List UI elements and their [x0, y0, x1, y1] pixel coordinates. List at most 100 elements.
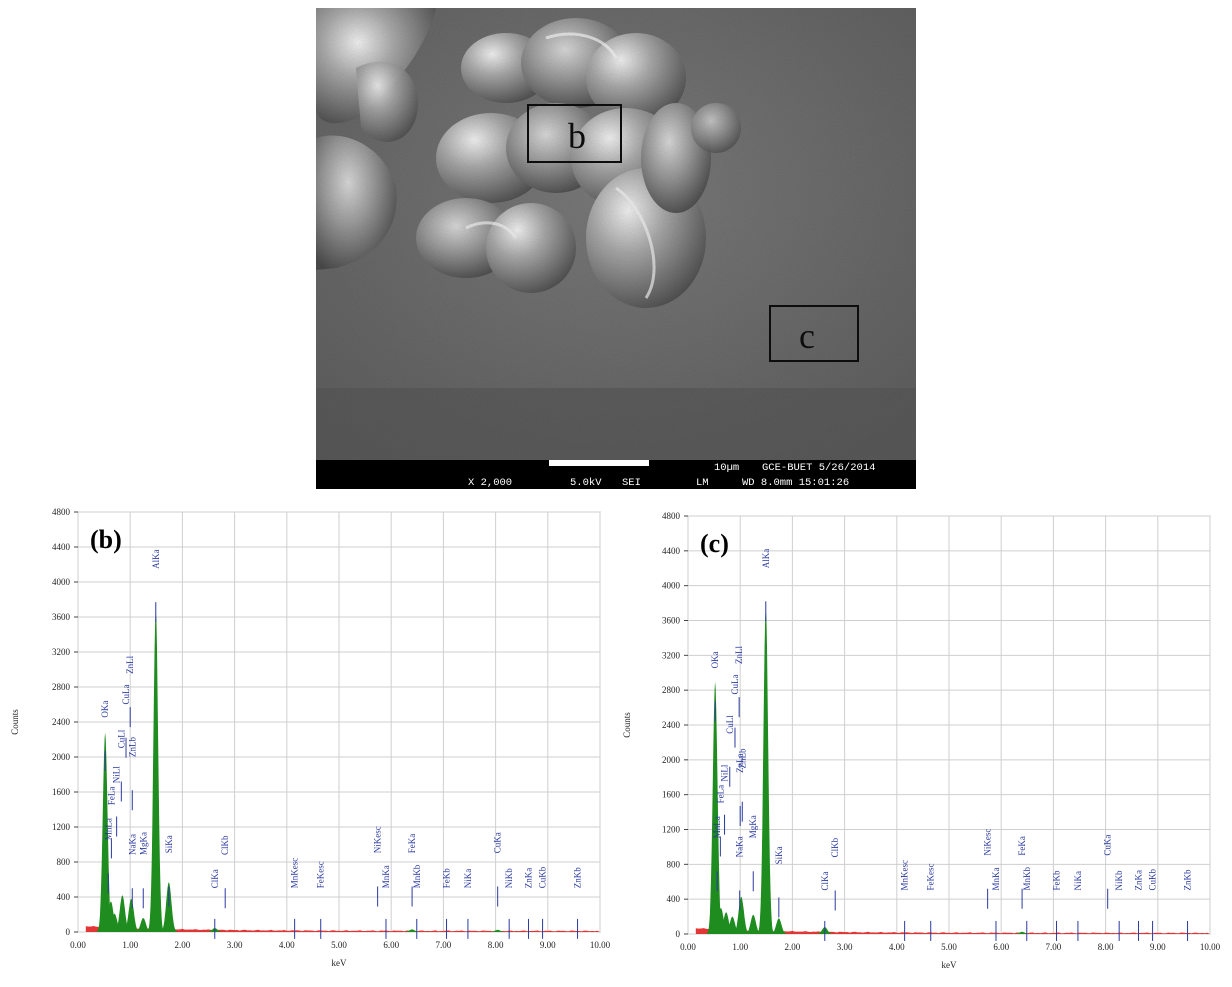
element-line-label: ZnLb: [737, 748, 747, 768]
element-line-label: FeKb: [442, 868, 452, 888]
x-tick-label: 8.00: [1098, 942, 1114, 952]
element-line-label: AlKa: [151, 549, 161, 569]
y-tick-label: 2000: [662, 755, 681, 765]
y-axis-label: Counts: [622, 712, 632, 738]
element-line-label: ZnLa: [735, 753, 745, 773]
region-box-b: [527, 104, 622, 163]
x-tick-label: 10.00: [1200, 942, 1221, 952]
sem-micrograph: b c 10µm GCE-BUET 5/26/2014 X 2,000 5.0k…: [316, 8, 916, 489]
spectrum-peak: [710, 907, 732, 934]
element-line-label: CuLa: [121, 684, 131, 704]
eds-spectrum-b: 0.00 1.00 2.00 3.00 4.00 5.00 6.00 7.00 8.00 9.00…: [10, 507, 611, 968]
y-tick-label: 2800: [662, 685, 681, 695]
y-tick-label: 800: [667, 859, 681, 869]
spectrum-peak: [756, 607, 776, 934]
element-line-label: CuKb: [538, 866, 548, 888]
x-axis-label: keV: [942, 960, 957, 970]
y-tick-label: 4800: [662, 511, 681, 521]
y-tick-label: 400: [57, 892, 71, 902]
left-grain-middle: [316, 135, 397, 270]
element-line-label: MnKesc: [290, 858, 300, 889]
element-line-label: OKa: [710, 651, 720, 668]
element-line-label: FeLa: [715, 785, 725, 804]
spectrum-peak: [146, 610, 166, 932]
element-line-label: ZnKb: [573, 867, 583, 888]
spectrum-peak: [487, 929, 509, 932]
region-c-label: c: [799, 316, 815, 356]
y-tick-label: 4800: [52, 507, 71, 517]
element-line-label: ClKa: [820, 871, 830, 890]
spectrum-peak: [401, 929, 423, 932]
y-tick-label: 1600: [662, 790, 681, 800]
element-line-label: FeKb: [1052, 870, 1062, 890]
spectrum-peak: [705, 681, 725, 934]
x-tick-label: 2.00: [175, 940, 191, 950]
element-line-label: FeKesc: [926, 863, 936, 890]
element-line-label: FeLa: [106, 787, 116, 806]
element-line-label: CuKa: [1103, 835, 1113, 856]
x-tick-label: 1.00: [732, 942, 748, 952]
element-line-label: OKa: [100, 701, 110, 718]
y-tick-label: 800: [57, 857, 71, 867]
element-line-label: AlKa: [761, 549, 771, 569]
element-line-label: ClKb: [220, 835, 230, 855]
y-tick-label: 1600: [52, 787, 71, 797]
magnification: X 2,000: [468, 477, 512, 489]
y-axis-label: Counts: [10, 709, 20, 735]
voltage: 5.0kV: [570, 477, 602, 489]
element-line-label: MnLa: [712, 816, 722, 838]
x-tick-label: 5.00: [331, 940, 347, 950]
x-tick-label: 3.00: [227, 940, 243, 950]
element-line-label: MnLa: [103, 818, 113, 840]
eds-spectrum-c: 0.00 1.00 2.00 3.00 4.00 5.00 6.00 7.00 8.00 9.00…: [622, 511, 1221, 970]
element-line-label: CuLl: [725, 715, 735, 734]
spectrum-peak: [721, 916, 743, 934]
element-line-label: NiKesc: [373, 826, 383, 853]
y-tick-label: 4000: [662, 581, 681, 591]
y-tick-label: 3600: [662, 616, 681, 626]
mode: SEI: [622, 477, 641, 489]
y-tick-label: 4400: [662, 546, 681, 556]
spectrum-peak: [100, 901, 122, 932]
panel-label: (b): [90, 525, 122, 554]
element-line-label: SiKa: [164, 835, 174, 853]
element-line-label: MgKa: [748, 815, 758, 838]
element-line-label: MnKa: [991, 867, 1001, 890]
region-box-c: [769, 305, 859, 362]
y-tick-label: 0: [676, 929, 681, 939]
element-line-label: CuKb: [1148, 868, 1158, 890]
element-line-label: ClKb: [830, 837, 840, 857]
element-line-label: CuKa: [493, 832, 503, 853]
spectrum-peak: [768, 918, 790, 934]
element-line-label: NiKa: [1073, 871, 1083, 891]
element-line-label: CuLa: [730, 675, 740, 695]
region-b-label: b: [568, 116, 586, 156]
element-line-label: NaKa: [127, 834, 137, 855]
element-line-label: ZnLl: [734, 646, 744, 664]
x-axis-label: keV: [332, 958, 347, 968]
spectrum-peak: [111, 895, 133, 932]
y-tick-label: 2400: [52, 717, 71, 727]
spectrum-peak: [104, 913, 125, 932]
x-tick-label: 3.00: [837, 942, 853, 952]
element-line-label: NiKb: [1114, 870, 1124, 890]
x-tick-label: 4.00: [889, 942, 905, 952]
element-line-label: NiKb: [504, 868, 514, 888]
x-tick-label: 2.00: [785, 942, 801, 952]
element-line-label: MnKb: [1022, 866, 1032, 890]
spectrum-peak: [730, 896, 752, 934]
x-tick-label: 0.00: [70, 940, 86, 950]
element-line-label: NiKa: [463, 869, 473, 889]
panel-label: (c): [700, 529, 729, 558]
y-tick-label: 2800: [52, 682, 71, 692]
x-tick-label: 0.00: [680, 942, 696, 952]
element-line-label: MnKb: [412, 864, 422, 888]
y-tick-label: 3200: [52, 647, 71, 657]
y-tick-label: 2400: [662, 720, 681, 730]
element-line-label: ClKa: [210, 869, 220, 888]
x-tick-label: 6.00: [993, 942, 1009, 952]
element-line-label: SiKa: [774, 846, 784, 864]
element-line-label: ZnKb: [1183, 869, 1193, 890]
x-tick-label: 8.00: [488, 940, 504, 950]
element-line-label: ZnLb: [127, 737, 137, 757]
